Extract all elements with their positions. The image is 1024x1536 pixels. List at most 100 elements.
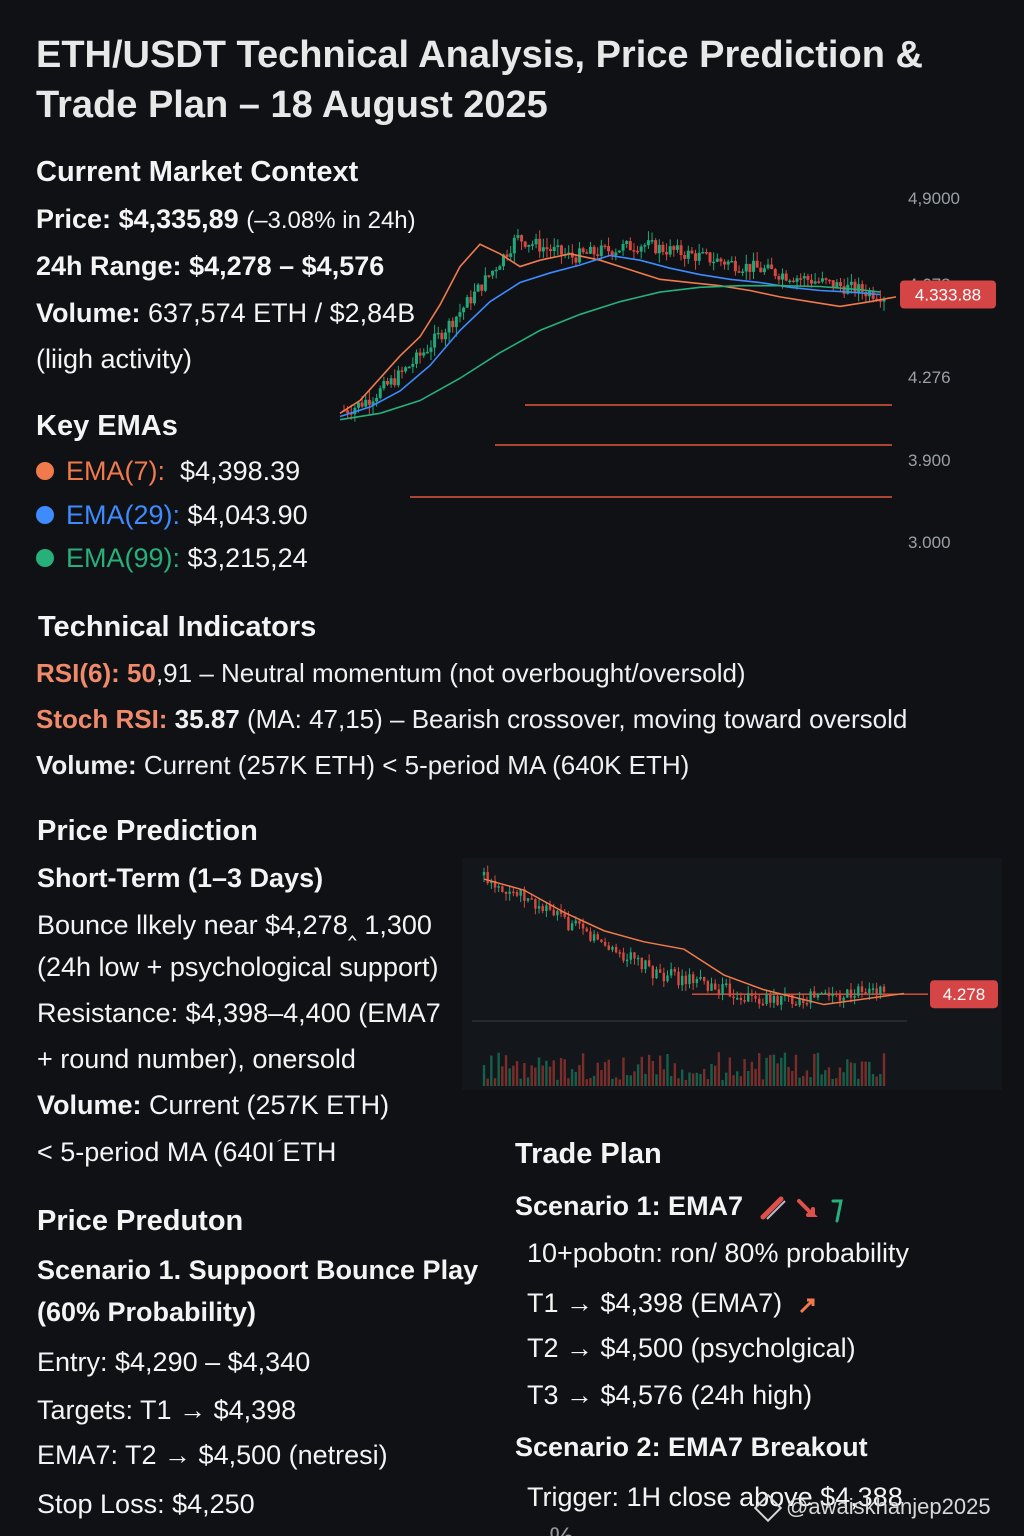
- rsi-value-a: 50: [127, 658, 156, 688]
- candle-body: [548, 905, 552, 910]
- price-label: Price:: [36, 204, 112, 234]
- volume-bar: [831, 1078, 834, 1086]
- volume-bar: [780, 1057, 783, 1086]
- ema-7-dot-icon: [36, 461, 54, 480]
- trade-plan-heading: Trade Plan: [515, 1138, 662, 1170]
- volume-bar: [769, 1054, 772, 1086]
- volume-bar: [688, 1072, 691, 1086]
- candle-body: [730, 260, 734, 263]
- volume-bar: [618, 1079, 621, 1086]
- candle-body: [603, 245, 607, 248]
- candle-body: [820, 992, 823, 995]
- scenario-b: (60% Probability): [37, 1297, 257, 1327]
- candle-body: [600, 939, 603, 942]
- candle-body: [505, 254, 509, 257]
- candle-body: [523, 241, 527, 247]
- candle-body: [629, 952, 632, 960]
- candle-body: [651, 966, 655, 979]
- candle-body: [425, 351, 429, 354]
- candle-body: [393, 378, 397, 386]
- candle-body: [809, 991, 812, 1004]
- volume-bar: [820, 1074, 823, 1086]
- ema-line-ema29: [339, 254, 881, 418]
- volume-bar: [486, 1078, 489, 1086]
- indicators-heading: Technical Indicators: [38, 611, 317, 643]
- candle-body: [788, 280, 792, 283]
- stop-loss-line: Stop Loss: $4,250: [37, 1489, 255, 1519]
- scenario-a: Scenario 1. Suppoort Bounce Play: [37, 1255, 479, 1285]
- prediction-line-2: (24h low + psychological support): [37, 952, 439, 982]
- candle-body: [748, 263, 752, 272]
- prediction-volume-desc: Current (257K ETH): [141, 1090, 390, 1120]
- volume-bar: [673, 1063, 677, 1086]
- rsi-value-b: ,91: [155, 658, 193, 688]
- entry-line: Entry: $4,290 – $4,340: [37, 1347, 311, 1377]
- volume-bar: [680, 1069, 684, 1086]
- volume-bar: [702, 1068, 706, 1086]
- volume-bar: [717, 1052, 721, 1086]
- ema-99-dot-icon: [36, 548, 54, 567]
- y-tick-label: 3.000: [908, 533, 951, 552]
- volume-bar: [607, 1059, 610, 1086]
- volume-bar: [794, 1054, 798, 1086]
- volume-bar: [838, 1067, 842, 1086]
- candle-body: [614, 252, 618, 256]
- trend-arrows-icon: [760, 1196, 843, 1223]
- binance-logo-icon: [753, 1494, 783, 1523]
- candle-body: [545, 247, 549, 250]
- stoch-desc: (MA: 47,15) – Bearish crossover, moving …: [239, 704, 908, 734]
- candle-body: [816, 993, 820, 998]
- candle-body: [396, 370, 400, 386]
- candle-body: [556, 910, 559, 916]
- trade-cut-line: ...% ...: [527, 1522, 604, 1536]
- volume-bar: [824, 1070, 827, 1086]
- volume-bar: [827, 1067, 831, 1086]
- volume-bar: [754, 1068, 757, 1086]
- volume-bar: [633, 1071, 636, 1086]
- candle-body: [661, 244, 665, 253]
- candle-body: [654, 240, 658, 254]
- candle-body: [519, 889, 522, 896]
- volume-bar: [739, 1076, 743, 1086]
- candle-body: [791, 994, 794, 1005]
- candle-body: [737, 271, 741, 273]
- volume-bar: [802, 1075, 805, 1086]
- targets-line: Targets: T1 → $4,398: [37, 1395, 297, 1425]
- candle-body: [754, 996, 757, 999]
- level-badge: [930, 980, 998, 1009]
- trade-t1-line: T1 → $4,398 (EMA7): [527, 1288, 818, 1319]
- candle-body: [806, 276, 810, 280]
- level-badge-text: 4.278: [943, 985, 986, 1004]
- short-term-chart-background: [462, 858, 1002, 1090]
- prediction-line-5: Volume: Current (257K ETH): [37, 1090, 389, 1121]
- candle-body: [491, 270, 495, 276]
- volume-line: Volume: 637,574 ETH / $2,84B: [36, 298, 415, 329]
- candle-body: [726, 261, 730, 265]
- candle-body: [545, 905, 548, 912]
- volume-bar: [563, 1059, 566, 1086]
- candle-body: [669, 969, 673, 976]
- ema-99-label: EMA(99):: [66, 543, 181, 573]
- candle-body: [694, 253, 698, 261]
- candle-body: [699, 976, 702, 979]
- price-badge: [900, 280, 996, 309]
- candle-body: [581, 248, 585, 253]
- volume-bar: [523, 1063, 526, 1086]
- volume-bar: [750, 1061, 754, 1086]
- candle-body: [603, 941, 607, 946]
- candle-body: [849, 989, 853, 998]
- volume-bar: [710, 1063, 713, 1086]
- volume-bar: [629, 1075, 632, 1086]
- candle-body: [592, 246, 596, 255]
- volume-bar: [791, 1070, 794, 1086]
- stoch-label: Stoch RSI:: [36, 704, 168, 734]
- volume-bar: [813, 1053, 816, 1086]
- candle-body: [465, 297, 469, 308]
- candle-body: [857, 986, 860, 996]
- volume-bar: [497, 1052, 500, 1086]
- candle-body: [639, 246, 643, 252]
- candle-body: [407, 366, 411, 369]
- candle-body: [632, 250, 636, 252]
- candle-body: [607, 246, 611, 252]
